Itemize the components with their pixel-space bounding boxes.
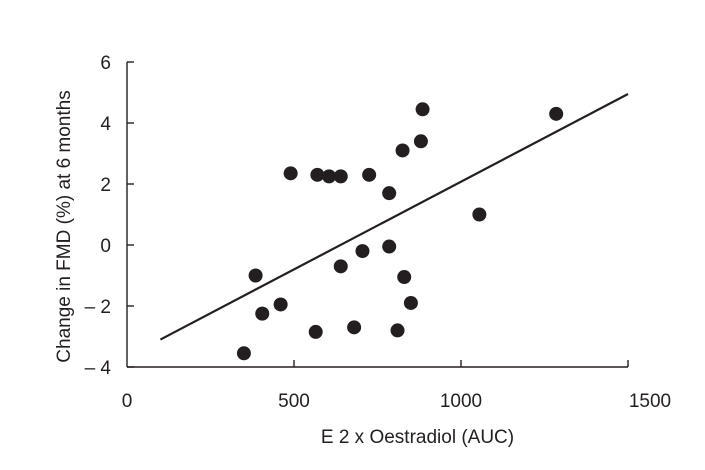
data-point	[382, 186, 397, 201]
data-point	[322, 169, 337, 184]
data-point	[472, 207, 487, 222]
data-point	[355, 244, 370, 259]
x-tick-label: 0	[122, 391, 133, 412]
x-tick-label: 500	[278, 391, 310, 412]
axes	[126, 62, 628, 368]
data-point	[236, 346, 251, 361]
y-axis-title: Change in FMD (%) at 6 months	[54, 90, 75, 362]
data-point	[333, 259, 348, 274]
x-axis-ticks: 0 500 1000 1500	[122, 360, 671, 412]
y-tick-label: – 2	[85, 297, 111, 318]
data-point	[308, 324, 323, 339]
data-point	[273, 297, 288, 312]
data-point	[283, 166, 298, 181]
regression-line	[159, 93, 629, 341]
y-tick-label: 6	[100, 53, 111, 74]
y-axis-ticks: – 4 – 2 0 2 4 6	[85, 53, 134, 379]
y-tick-label: – 4	[85, 358, 112, 379]
data-point	[390, 323, 405, 338]
data-point	[333, 169, 348, 184]
data-point	[413, 134, 428, 149]
y-tick-label: 2	[100, 175, 111, 196]
data-point	[415, 102, 430, 117]
x-tick-label: 1500	[629, 391, 671, 412]
data-point	[248, 268, 263, 283]
data-point	[255, 306, 270, 321]
data-point	[362, 167, 377, 182]
y-tick-label: 0	[100, 236, 111, 257]
x-tick-label: 1000	[440, 391, 482, 412]
data-point	[549, 106, 564, 121]
data-point	[403, 295, 418, 310]
data-point	[310, 167, 325, 182]
y-tick-label: 4	[100, 114, 111, 135]
data-point	[382, 239, 397, 254]
data-point	[347, 320, 362, 335]
data-point	[397, 270, 412, 285]
data-point	[395, 143, 410, 158]
data-points	[236, 102, 564, 361]
regression-line-group	[159, 93, 629, 341]
x-axis-title: E 2 x Oestradiol (AUC)	[321, 427, 514, 448]
